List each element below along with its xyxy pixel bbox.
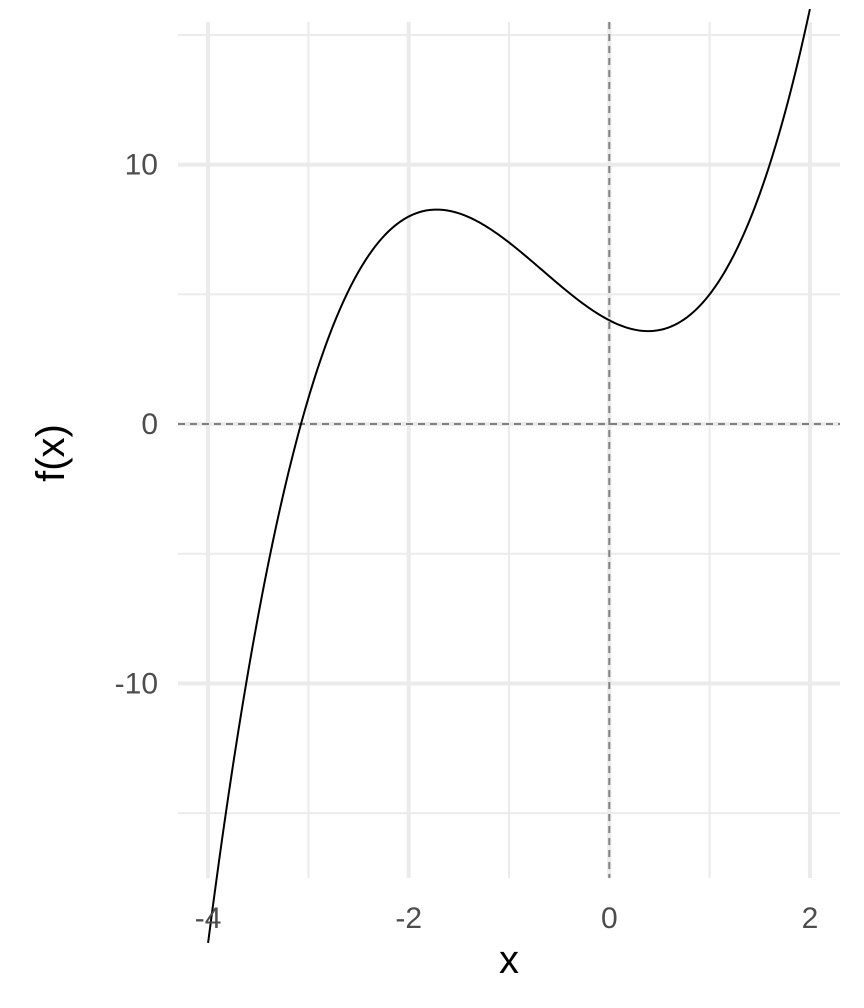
x-axis-title: x <box>499 938 519 982</box>
y-axis-tick-labels: -10 0 10 <box>115 149 158 701</box>
y-tick-label: 0 <box>141 408 158 441</box>
x-tick-label: -4 <box>195 902 222 935</box>
series-layer <box>207 8 811 943</box>
y-axis-title: f(x) <box>29 424 73 482</box>
series-line <box>207 8 811 943</box>
reference-lines <box>178 22 840 878</box>
minor-gridlines <box>178 22 840 878</box>
x-axis-tick-labels: -4 -2 0 2 <box>195 902 819 935</box>
y-tick-label: -10 <box>115 667 158 700</box>
y-tick-label: 10 <box>125 149 158 182</box>
x-tick-label: 2 <box>802 902 819 935</box>
x-tick-label: -2 <box>395 902 422 935</box>
x-tick-label: 0 <box>601 902 618 935</box>
